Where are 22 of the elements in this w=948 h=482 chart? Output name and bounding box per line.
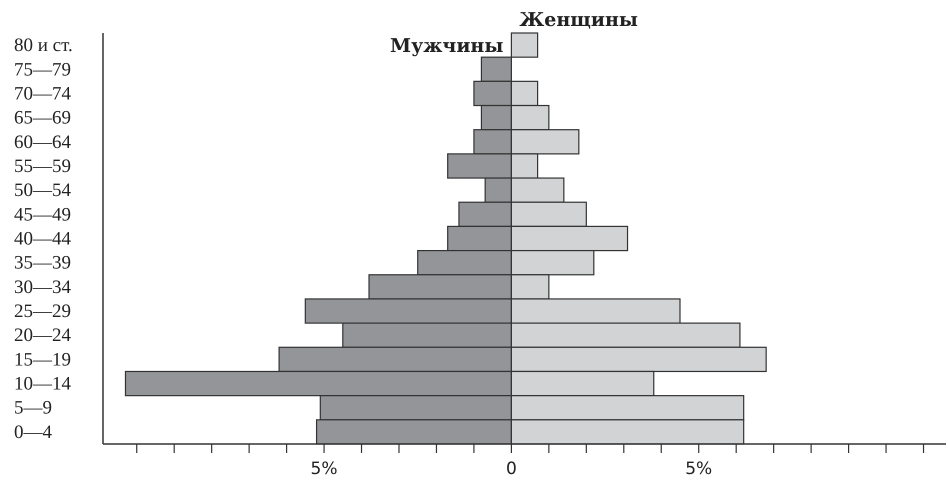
y-tick-label: 0—4 bbox=[14, 422, 52, 443]
y-tick-label: 35—39 bbox=[14, 252, 71, 274]
x-tick-label: 5% bbox=[685, 459, 712, 479]
series-label: Женщины bbox=[519, 9, 638, 31]
y-tick-label: 45—49 bbox=[14, 204, 71, 226]
y-tick-label: 55—59 bbox=[14, 156, 71, 177]
y-tick-label: 75—79 bbox=[14, 59, 71, 80]
y-tick-label: 70—74 bbox=[14, 83, 72, 104]
y-tick-label: 30—34 bbox=[14, 276, 72, 298]
y-tick-label: 5—9 bbox=[14, 398, 52, 419]
series-label: Мужчины bbox=[390, 35, 504, 58]
y-tick-label: 65—69 bbox=[14, 108, 71, 129]
y-tick-label: 80 и ст. bbox=[14, 35, 73, 56]
y-tick-label: 60—64 bbox=[14, 132, 72, 153]
y-tick-label: 20—24 bbox=[14, 325, 72, 346]
y-tick-label: 10—14 bbox=[14, 374, 72, 395]
y-tick-label: 40—44 bbox=[14, 228, 72, 250]
y-tick-label: 15—19 bbox=[14, 349, 71, 370]
x-tick-label: 0 bbox=[506, 459, 517, 479]
x-tick-label: 5% bbox=[310, 459, 338, 479]
y-tick-label: 50—54 bbox=[14, 180, 72, 202]
y-tick-label: 25—29 bbox=[14, 301, 71, 322]
